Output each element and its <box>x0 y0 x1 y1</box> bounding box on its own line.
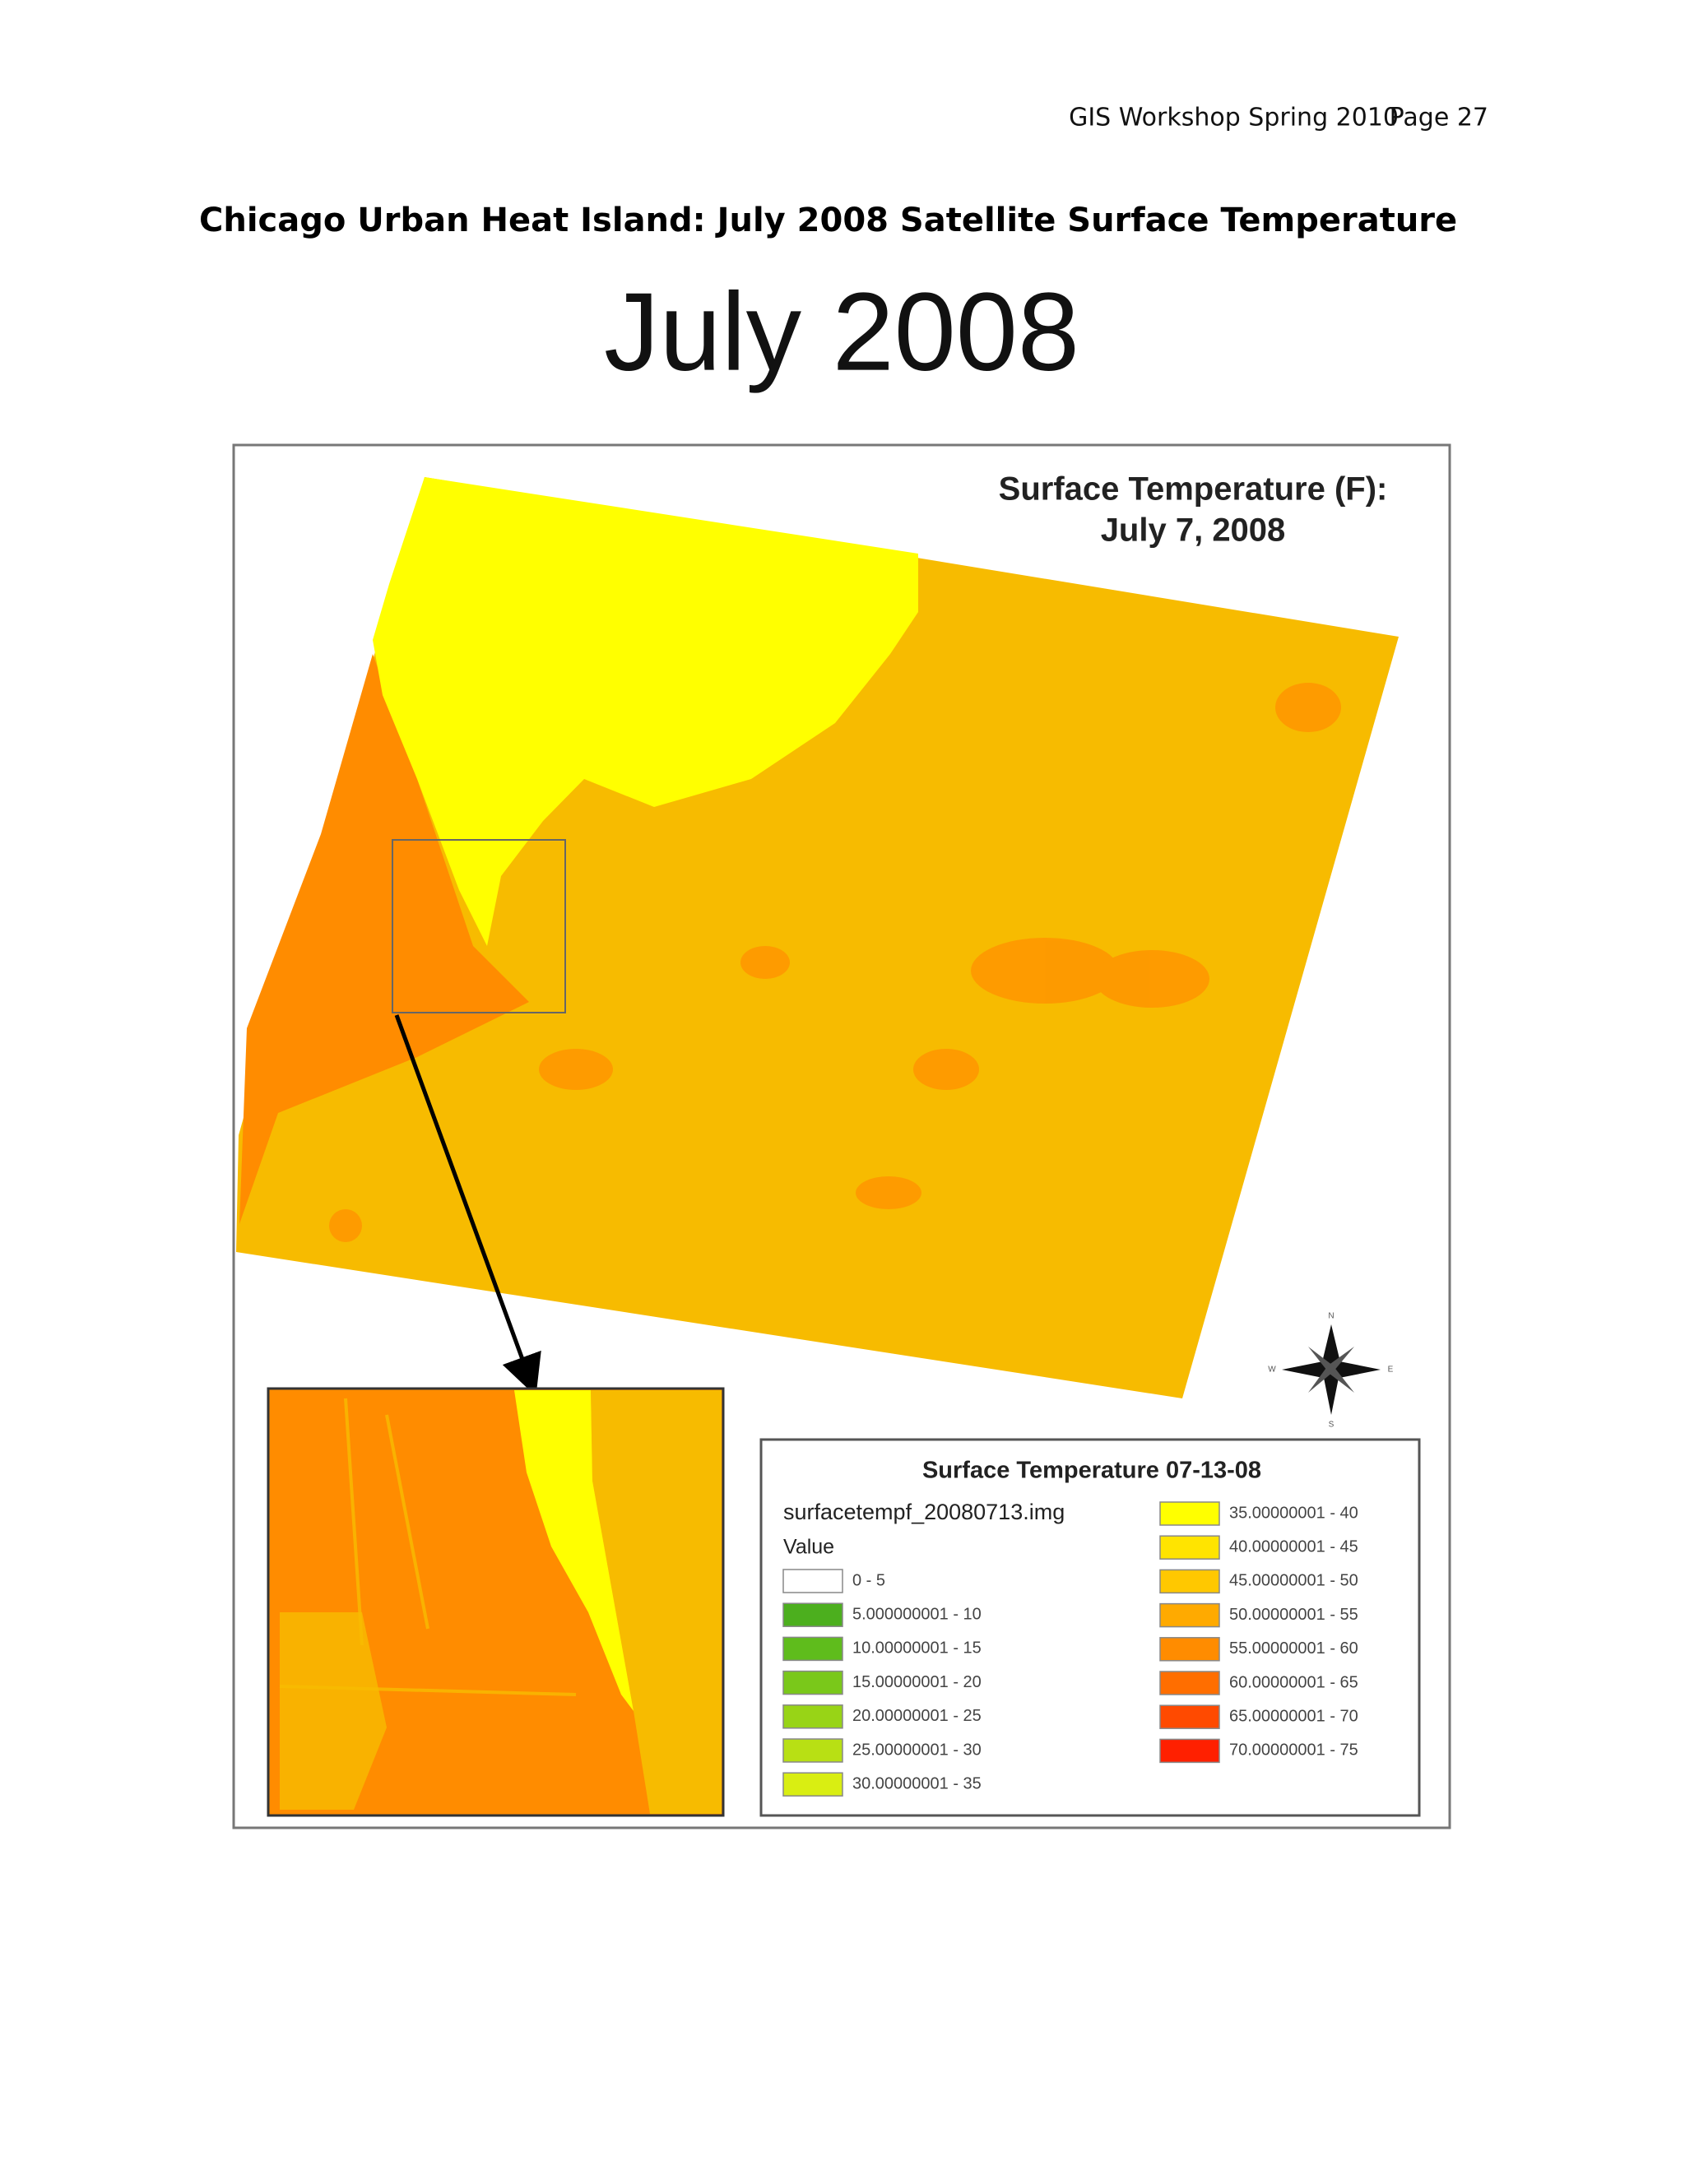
compass-s: S <box>1329 1421 1335 1430</box>
inset-map <box>267 1387 725 1817</box>
header-left: GIS Workshop Spring 2010 <box>1069 104 1399 132</box>
legend-label: 35.00000001 - 40 <box>1229 1504 1358 1522</box>
legend-swatch <box>1159 1704 1220 1729</box>
page-title: Chicago Urban Heat Island: July 2008 Sat… <box>199 202 1457 239</box>
legend-box <box>759 1438 1421 1817</box>
legend-swatch <box>1159 1535 1220 1560</box>
legend-label: 0 - 5 <box>852 1571 885 1589</box>
legend-label: 40.00000001 - 45 <box>1229 1537 1358 1556</box>
legend-label: 45.00000001 - 50 <box>1229 1572 1358 1590</box>
legend-label: 65.00000001 - 70 <box>1229 1707 1358 1725</box>
map-date: July 7, 2008 <box>1101 512 1286 549</box>
legend-swatch <box>1159 1738 1220 1764</box>
map-title: Surface Temperature (F): <box>999 471 1388 508</box>
legend-swatch <box>782 1738 843 1763</box>
legend-title: Surface Temperature 07-13-08 <box>922 1458 1261 1484</box>
legend-swatch <box>1159 1637 1220 1662</box>
legend-swatch <box>782 1636 843 1662</box>
compass: N E S W <box>1268 1312 1393 1430</box>
header-page: Page 27 <box>1390 104 1488 132</box>
legend-swatch <box>1159 1501 1220 1526</box>
figure-heading: July 2008 <box>604 270 1079 394</box>
legend-layer: surfacetempf_20080713.img <box>783 1500 1065 1524</box>
urban-spots <box>329 683 1341 1242</box>
legend: Surface Temperature 07-13-08 surfacetemp… <box>759 1438 1421 1817</box>
legend-label: 10.00000001 - 15 <box>852 1639 982 1658</box>
legend-label: 15.00000001 - 20 <box>852 1673 982 1691</box>
legend-swatch <box>782 1569 843 1593</box>
legend-label: 60.00000001 - 65 <box>1229 1673 1358 1691</box>
legend-field: Value <box>783 1536 834 1559</box>
legend-label: 50.00000001 - 55 <box>1229 1606 1358 1624</box>
legend-label: 70.00000001 - 75 <box>1229 1741 1358 1760</box>
legend-label: 30.00000001 - 35 <box>852 1774 982 1792</box>
satellite-map <box>236 477 1399 1398</box>
legend-label: 25.00000001 - 30 <box>852 1741 982 1759</box>
compass-n: N <box>1328 1312 1334 1321</box>
compass-w: W <box>1268 1366 1276 1375</box>
legend-swatch <box>782 1670 843 1695</box>
west-urban <box>239 654 529 1224</box>
legend-swatch <box>1159 1569 1220 1594</box>
compass-e: E <box>1388 1366 1394 1375</box>
legend-swatch <box>1159 1602 1220 1628</box>
legend-label: 55.00000001 - 60 <box>1229 1639 1358 1658</box>
legend-swatch <box>1159 1671 1220 1695</box>
zoom-arrow <box>394 1014 541 1397</box>
legend-swatch <box>782 1602 843 1627</box>
legend-swatch <box>782 1704 843 1729</box>
lake <box>373 477 918 946</box>
legend-label: 20.00000001 - 25 <box>852 1707 982 1725</box>
legend-label: 5.000000001 - 10 <box>852 1605 982 1623</box>
zoom-box <box>392 839 566 1013</box>
legend-swatch <box>782 1772 843 1797</box>
